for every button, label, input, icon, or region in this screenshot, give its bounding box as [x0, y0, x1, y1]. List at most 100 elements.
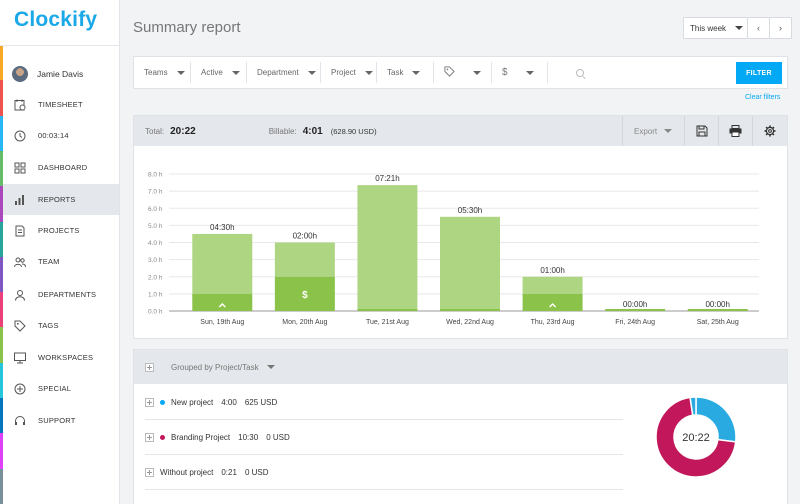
- sidebar-item-label: PROJECTS: [38, 226, 80, 235]
- project-duration: 10:30: [238, 432, 259, 442]
- bar-segment[interactable]: [357, 185, 418, 311]
- bar-value-label: 05:30h: [458, 206, 482, 215]
- caret-down-icon: [473, 70, 481, 75]
- export-dropdown[interactable]: Export: [622, 116, 684, 146]
- billable-amount: (628.90 USD): [330, 126, 377, 136]
- sidebar-item-special[interactable]: SPECIAL: [3, 373, 119, 404]
- active-filter[interactable]: Active: [191, 62, 247, 83]
- task-filter[interactable]: Task: [377, 62, 434, 83]
- sidebar-item-timesheet[interactable]: TIMESHEET: [3, 89, 119, 120]
- avatar: [12, 66, 28, 82]
- bar-segment[interactable]: [605, 309, 666, 311]
- caret-down-icon: [307, 70, 316, 75]
- bar-value-label: 01:00h: [540, 266, 564, 275]
- bar-segment[interactable]: [687, 309, 748, 311]
- totals-bar: Total: 20:22 Billable: 4:01 (628.90 USD)…: [134, 116, 787, 146]
- expand-icon[interactable]: [145, 397, 154, 407]
- group-by-label[interactable]: Grouped by Project/Task: [171, 362, 259, 372]
- sidebar-item-dashboard[interactable]: DASHBOARD: [3, 152, 119, 183]
- bar-value-label: 02:00h: [293, 232, 317, 241]
- search-icon[interactable]: [576, 68, 584, 77]
- y-tick-label: 0.0 h: [148, 309, 163, 316]
- sidebar-item-departments[interactable]: DEPARTMENTS: [3, 279, 119, 310]
- expand-icon[interactable]: [145, 432, 154, 442]
- sidebar-color-stripe: [0, 398, 3, 434]
- team-icon: [13, 255, 26, 268]
- department-filter[interactable]: Department: [247, 62, 321, 83]
- bar-chevron-up-icon: [549, 303, 557, 308]
- sidebar-color-stripe: [0, 221, 3, 257]
- sidebar-item-support[interactable]: SUPPORT: [3, 405, 119, 436]
- prev-week-button[interactable]: ‹: [748, 18, 770, 38]
- user-profile[interactable]: Jamie Davis: [12, 65, 83, 83]
- filter-button[interactable]: FILTER: [736, 62, 782, 84]
- bar-segment[interactable]: [522, 293, 583, 311]
- y-tick-label: 5.0 h: [148, 223, 163, 230]
- sidebar-item-projects[interactable]: PROJECTS: [3, 215, 119, 246]
- bar-segment[interactable]: [274, 242, 335, 277]
- dollar-icon: $: [502, 67, 508, 78]
- app-logo[interactable]: Clockify: [14, 8, 98, 31]
- y-tick-label: 6.0 h: [148, 206, 163, 213]
- gear-icon: [764, 125, 775, 137]
- next-week-button[interactable]: ›: [779, 23, 782, 33]
- project-amount: 625 USD: [244, 397, 278, 407]
- billable-filter[interactable]: $: [492, 62, 548, 83]
- plus-circle-icon: [13, 382, 26, 395]
- project-amount: 0 USD: [266, 432, 290, 442]
- sidebar-item-team[interactable]: TEAM: [3, 246, 119, 277]
- y-tick-label: 7.0 h: [148, 189, 163, 196]
- bar-segment[interactable]: [192, 293, 253, 311]
- teams-filter[interactable]: Teams: [134, 62, 191, 83]
- tag-icon: [444, 66, 455, 79]
- bar-segment[interactable]: [440, 216, 500, 311]
- y-tick-label: 2.0 h: [148, 274, 163, 281]
- sidebar-item-label: REPORTS: [38, 195, 76, 204]
- projects-icon: [13, 224, 26, 237]
- sidebar-color-stripe: [0, 292, 3, 328]
- bar-dollar-icon: $: [302, 290, 308, 301]
- caret-down-icon[interactable]: [266, 365, 275, 369]
- sidebar-item-tags[interactable]: TAGS: [3, 310, 119, 341]
- bar-segment[interactable]: [522, 276, 583, 294]
- donut-slice[interactable]: [655, 396, 737, 478]
- tag-filter[interactable]: [434, 62, 492, 83]
- sidebar-item-timer[interactable]: 00:03:14: [3, 120, 119, 151]
- sidebar-color-stripe: [0, 45, 3, 81]
- bar-chevron-up-icon: [218, 303, 226, 308]
- bar-base: [357, 309, 418, 311]
- sidebar-item-reports[interactable]: REPORTS: [3, 184, 119, 215]
- caret-down-icon: [525, 70, 534, 75]
- bar-value-label: 07:21h: [375, 174, 399, 183]
- table-row[interactable]: Without project 0:21 0 USD: [145, 455, 623, 490]
- project-amount: 0 USD: [244, 467, 269, 477]
- project-name: Without project: [160, 467, 214, 477]
- sidebar-item-workspaces[interactable]: WORKSPACES: [3, 342, 119, 373]
- group-panel: Grouped by Project/Task New project 4:00…: [133, 349, 788, 504]
- table-row[interactable]: New project 4:00 625 USD: [145, 385, 623, 420]
- settings-button[interactable]: [752, 116, 786, 146]
- expand-icon[interactable]: [145, 467, 154, 477]
- bar-segment[interactable]: [274, 276, 335, 311]
- week-dropdown[interactable]: This week: [684, 18, 748, 38]
- filter-label: Project: [331, 68, 356, 77]
- print-button[interactable]: [718, 116, 752, 146]
- project-filter[interactable]: Project: [321, 62, 377, 83]
- caret-down-icon: [735, 26, 744, 30]
- departments-icon: [13, 288, 26, 301]
- save-button[interactable]: [684, 116, 718, 146]
- table-row[interactable]: Branding Project 10:30 0 USD: [145, 420, 623, 455]
- sidebar-item-label: DEPARTMENTS: [38, 290, 97, 299]
- donut-slice[interactable]: [689, 396, 697, 417]
- project-color-dot: [160, 434, 165, 440]
- sidebar-item-label: TEAM: [38, 257, 60, 266]
- project-duration: 4:00: [221, 397, 237, 407]
- sidebar-color-stripe: [0, 256, 3, 293]
- sidebar-item-label: TAGS: [38, 321, 59, 330]
- sidebar-color-stripe: [0, 80, 3, 116]
- expand-all-icon[interactable]: [145, 362, 154, 372]
- bar-segment[interactable]: [192, 233, 253, 294]
- clear-filters-link[interactable]: Clear filters: [745, 94, 781, 101]
- total-label: Total:: [145, 126, 165, 136]
- y-tick-label: 4.0 h: [148, 240, 163, 247]
